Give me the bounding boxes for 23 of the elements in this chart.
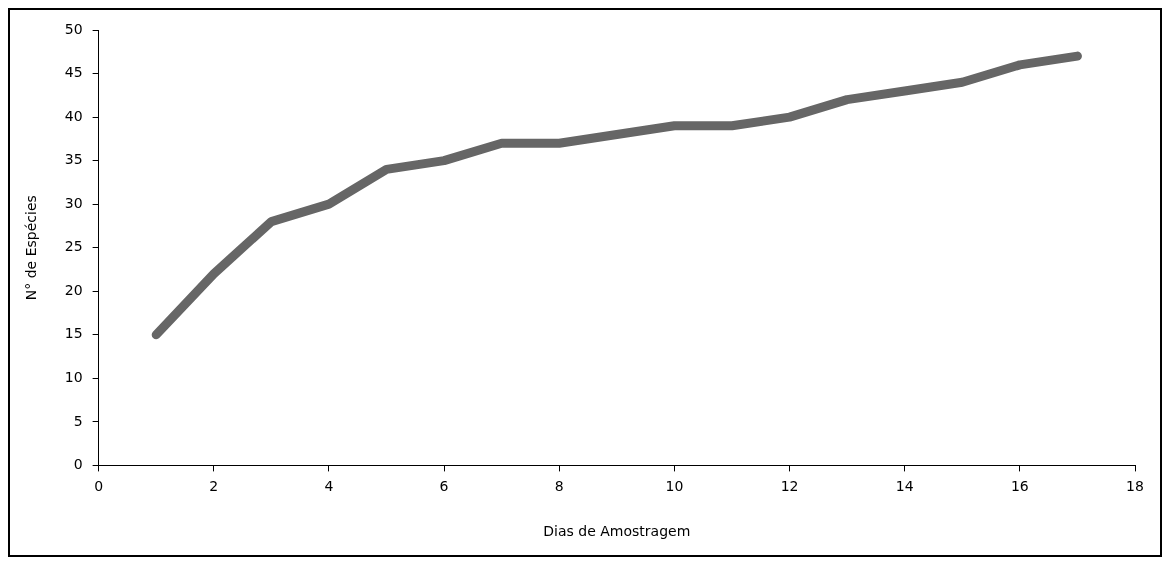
y-tick-label: 50 [64, 20, 83, 37]
y-tick-label: 30 [64, 194, 83, 211]
x-tick-label: 12 [780, 478, 799, 495]
x-tick-label: 16 [1010, 478, 1029, 495]
x-tick-label: 10 [665, 478, 684, 495]
y-tick-label: 35 [64, 151, 83, 168]
x-tick-label: 14 [895, 478, 914, 495]
x-tick-label: 4 [324, 478, 334, 495]
y-tick-label: 15 [64, 325, 83, 342]
y-tick-label: 5 [73, 412, 83, 429]
y-tick-label: 10 [64, 368, 83, 385]
x-tick-label: 18 [1126, 478, 1144, 495]
y-tick-label: 40 [64, 107, 83, 124]
x-tick-label: 8 [554, 478, 564, 495]
x-tick-label: 2 [209, 478, 219, 495]
y-tick-label: 20 [64, 281, 83, 298]
y-tick-label: 25 [64, 238, 83, 255]
y-tick-label: 0 [73, 456, 83, 473]
y-tick-label: 45 [64, 64, 83, 81]
x-tick-label: 6 [439, 478, 449, 495]
x-tick-label: 0 [94, 478, 104, 495]
x-axis-title: Dias de Amostragem [543, 523, 691, 540]
y-axis-title: N° de Espécies [23, 195, 40, 301]
